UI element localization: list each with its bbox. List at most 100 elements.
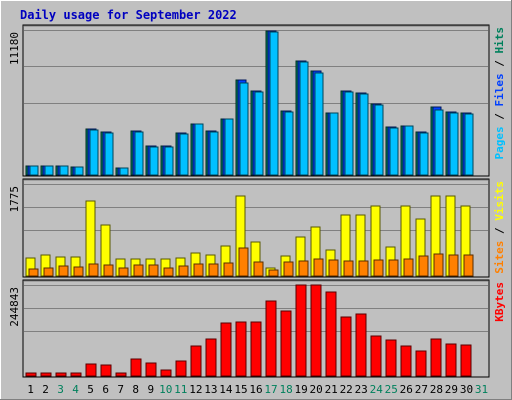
x-tick-label: 27: [415, 383, 428, 396]
bar-pages-day-7: [119, 167, 129, 176]
bar-kbytes-day-13: [205, 338, 217, 377]
bar-kbytes-day-11: [175, 360, 187, 377]
bar-kbytes-day-1: [25, 372, 37, 377]
series-pages: [29, 31, 474, 176]
bar-pages-day-2: [44, 165, 54, 176]
x-tick-labels: 1 2 3 4 5 6 7 8 9 10 11 12 13 14 15 16 17 18 19 20 21 22 23 24 2…: [27, 383, 488, 396]
bar-pages-day-9: [149, 146, 159, 176]
bar-sites-day-26: [403, 258, 414, 277]
bar-pages-day-8: [134, 131, 144, 176]
x-tick-label: 5: [87, 383, 94, 396]
x-tick-label: 14: [219, 383, 233, 396]
bar-sites-day-5: [88, 263, 99, 277]
x-tick-label: 28: [430, 383, 443, 396]
bar-pages-day-23: [359, 93, 369, 176]
x-tick-label: 19: [294, 383, 307, 396]
x-tick-label: 10: [159, 383, 172, 396]
x-tick-label: 18: [279, 383, 292, 396]
series-sites: [28, 247, 474, 277]
x-tick-label: 1: [27, 383, 34, 396]
bar-kbytes-day-17: [265, 300, 277, 377]
bar-pages-day-6: [104, 132, 114, 176]
bar-kbytes-day-5: [85, 363, 97, 377]
x-tick-label: 22: [340, 383, 353, 396]
x-tick-label: 4: [72, 383, 79, 396]
bar-kbytes-day-10: [160, 369, 172, 377]
x-tick-label: 3: [57, 383, 64, 396]
bar-kbytes-day-3: [55, 372, 67, 377]
bar-pages-day-1: [29, 165, 39, 176]
bar-kbytes-day-7: [115, 372, 127, 377]
bar-pages-day-17: [269, 31, 279, 176]
bar-sites-day-6: [103, 264, 114, 277]
x-tick-label: 30: [460, 383, 473, 396]
x-tick-label: 29: [445, 383, 458, 396]
axis-label: Pages / Files / Hits: [493, 27, 506, 160]
x-tick-label: 7: [117, 383, 124, 396]
panel-visits_sites: 1775 Sites / Visits: [8, 178, 506, 278]
x-tick-label: 17: [264, 383, 277, 396]
bar-sites-day-22: [343, 260, 354, 277]
bar-sites-day-25: [388, 259, 399, 277]
bar-pages-day-30: [464, 113, 474, 176]
bar-sites-day-23: [358, 260, 369, 277]
bar-pages-day-29: [449, 112, 459, 176]
bar-sites-day-11: [178, 265, 189, 277]
bar-kbytes-day-12: [190, 345, 202, 377]
bar-pages-day-4: [74, 166, 84, 176]
bar-pages-day-27: [419, 132, 429, 176]
bar-kbytes-day-29: [445, 343, 457, 377]
series-kbytes: [25, 284, 472, 377]
bar-sites-day-20: [313, 258, 324, 277]
bar-kbytes-day-28: [430, 338, 442, 377]
bar-kbytes-day-21: [325, 291, 337, 377]
y-max-label: 11180: [8, 32, 21, 65]
y-max-label: 1775: [8, 186, 21, 213]
bar-sites-day-29: [448, 254, 459, 277]
x-tick-label: 16: [249, 383, 262, 396]
bar-pages-day-16: [254, 91, 264, 176]
axis-label-part: /: [493, 107, 506, 127]
axis-label-part: Hits: [493, 27, 506, 54]
x-tick-label: 20: [309, 383, 322, 396]
x-tick-label: 2: [42, 383, 49, 396]
bar-sites-day-18: [283, 261, 294, 277]
bar-kbytes-day-2: [40, 372, 52, 377]
bar-pages-day-21: [329, 112, 339, 176]
panel-kbytes: 244843 KBytes: [8, 279, 506, 378]
axis-label-part: Pages: [493, 126, 506, 159]
bar-pages-day-22: [344, 91, 354, 176]
chart-title: Daily usage for September 2022: [20, 8, 237, 22]
x-tick-label: 13: [204, 383, 217, 396]
bar-sites-day-16: [253, 261, 264, 277]
x-tick-label: 8: [132, 383, 139, 396]
x-tick-label: 11: [174, 383, 187, 396]
bar-kbytes-day-23: [355, 313, 367, 377]
x-tick-label: 12: [189, 383, 202, 396]
bar-sites-day-9: [148, 264, 159, 277]
bar-kbytes-day-6: [100, 364, 112, 377]
axis-label-part: Files: [493, 73, 506, 106]
x-tick-label: 31: [475, 383, 488, 396]
axis-label-part: Visits: [493, 181, 506, 221]
bar-pages-day-19: [299, 61, 309, 176]
bar-kbytes-day-9: [145, 362, 157, 377]
bar-sites-day-10: [163, 267, 174, 277]
bar-kbytes-day-20: [310, 284, 322, 377]
bar-pages-day-13: [209, 131, 219, 176]
bar-sites-day-4: [73, 266, 84, 277]
bar-sites-day-7: [118, 267, 129, 277]
x-tick-label: 23: [355, 383, 368, 396]
bar-pages-day-3: [59, 165, 69, 176]
bar-kbytes-day-19: [295, 284, 307, 377]
panel-hits_files_pages: 11180 Pages / Files / Hits: [8, 24, 506, 177]
bar-kbytes-day-24: [370, 335, 382, 377]
x-tick-label: 26: [400, 383, 413, 396]
axis-label: KBytes: [493, 282, 506, 322]
axis-label-part: /: [493, 54, 506, 74]
bar-sites-day-8: [133, 264, 144, 277]
bar-sites-day-17: [268, 269, 279, 277]
bar-sites-day-2: [43, 267, 54, 277]
bar-sites-day-13: [208, 263, 219, 277]
